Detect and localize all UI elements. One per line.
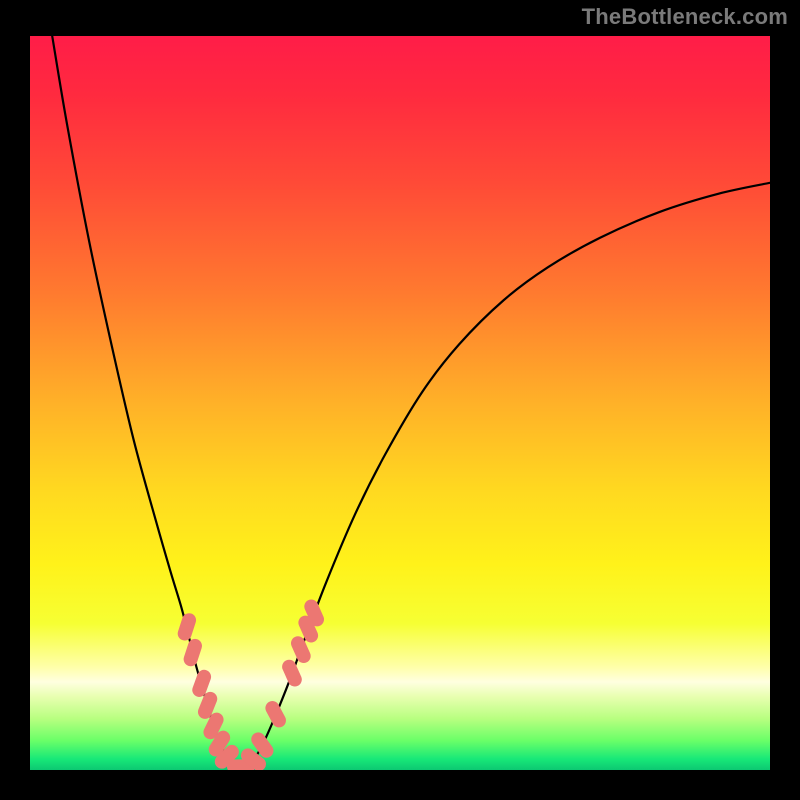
gradient-background bbox=[30, 36, 770, 770]
bottleneck-chart bbox=[0, 0, 800, 800]
chart-frame: TheBottleneck.com bbox=[0, 0, 800, 800]
